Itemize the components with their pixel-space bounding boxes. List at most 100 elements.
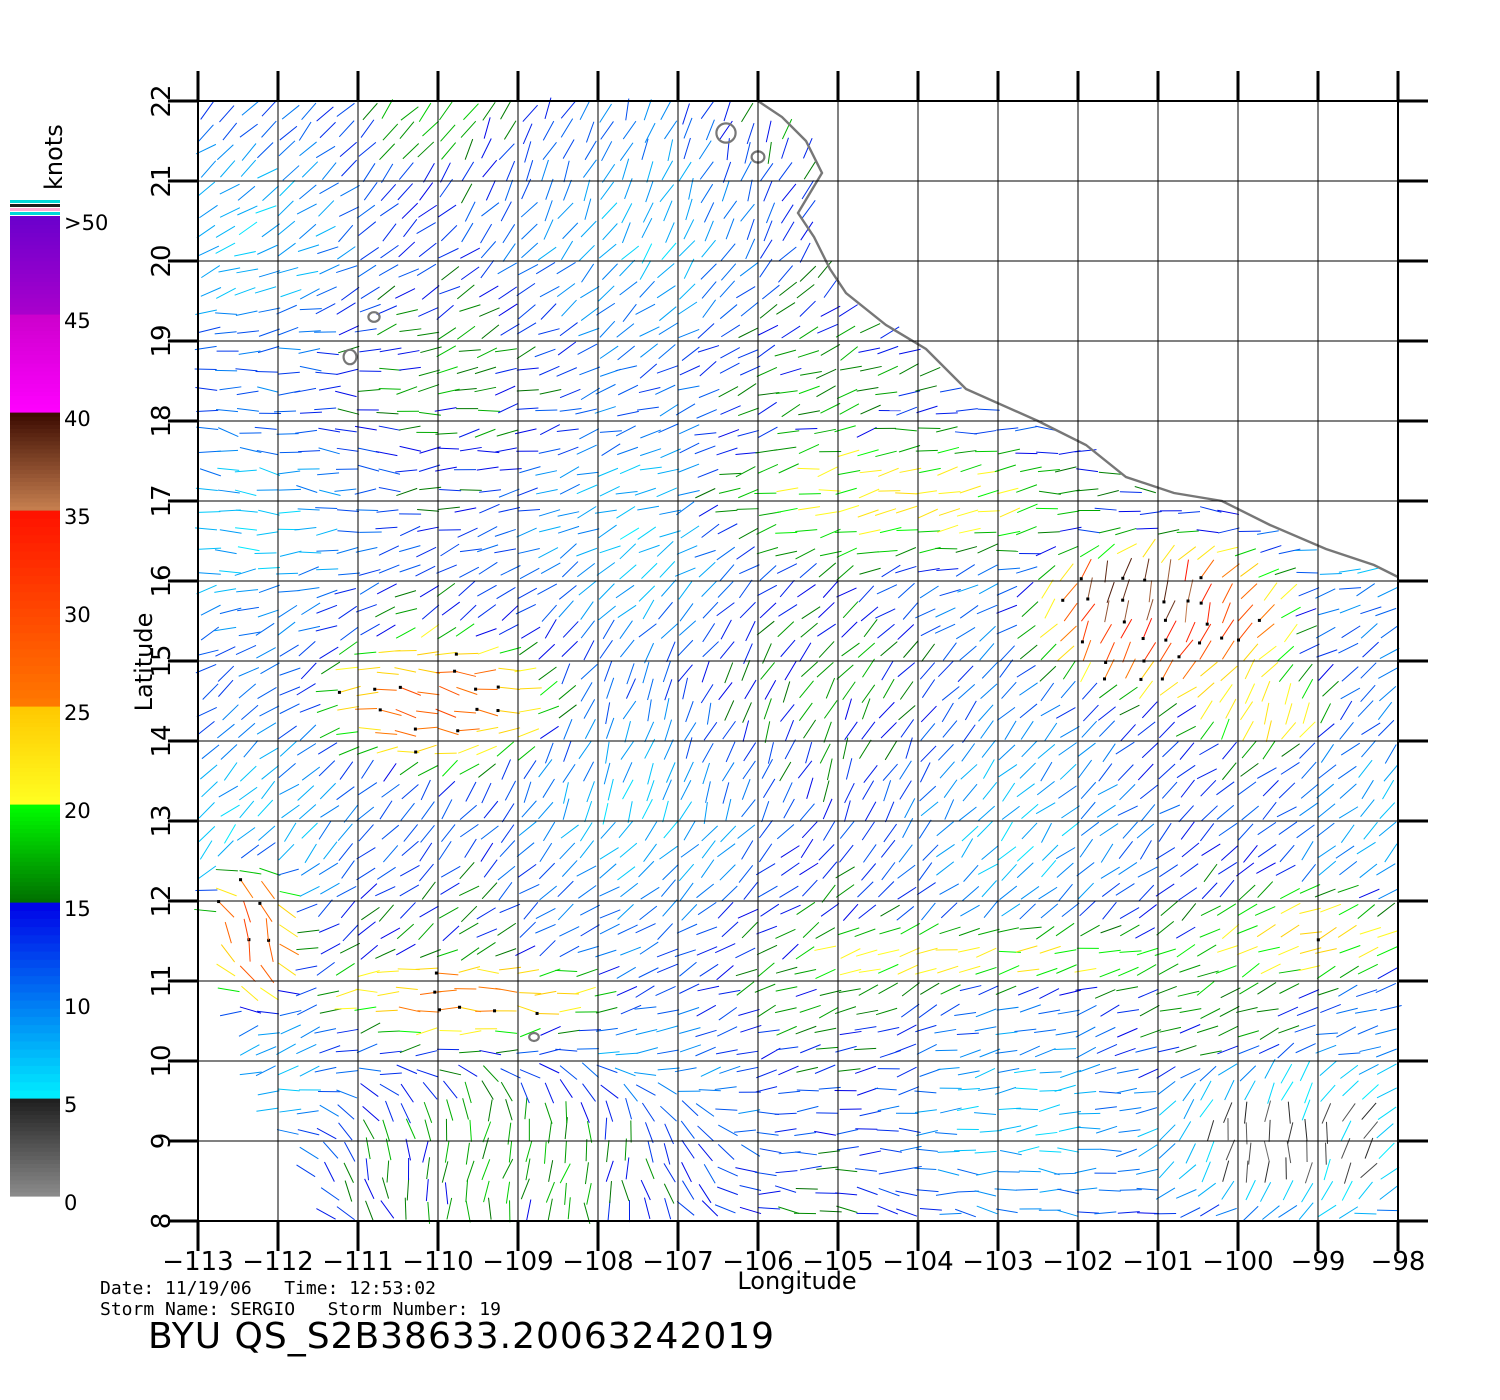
wind-vector: [621, 203, 633, 224]
wind-vector: [1248, 1142, 1252, 1165]
wind-vector: [1139, 680, 1153, 699]
wind-vector: [561, 663, 571, 685]
wind-vector: [799, 265, 817, 282]
wind-vector: [679, 983, 700, 994]
wind-vector: [703, 202, 715, 223]
wind-vector: [1376, 863, 1396, 876]
wind-vector: [516, 842, 535, 858]
wind-vector: [580, 220, 597, 238]
wind-vector: [859, 469, 882, 474]
colorbar-segment: [10, 473, 60, 478]
wind-vector: [316, 549, 339, 552]
wind-vector: [1016, 846, 1034, 862]
wind-vector: [1315, 948, 1337, 954]
wind-vector: [299, 885, 320, 897]
wind-vector: [557, 903, 574, 921]
wind-vector: [279, 783, 300, 795]
wind-vector: [1038, 1104, 1061, 1113]
wind-vector: [1119, 1189, 1142, 1191]
wind-vector: [919, 662, 936, 680]
colorbar-segment: [10, 799, 60, 805]
wind-vector: [1105, 642, 1115, 663]
wind-vector: [1016, 862, 1034, 879]
wind-vector: [644, 642, 655, 664]
wind-vector: [697, 985, 720, 992]
wind-vector: [341, 286, 360, 301]
wind-vector: [444, 1140, 450, 1163]
latitude-tick-label: 13: [147, 804, 177, 837]
wind-vector: [683, 117, 693, 139]
wind-vector: [663, 1163, 676, 1183]
wind-vector: [477, 544, 499, 553]
wind-vector: [1135, 1107, 1158, 1115]
wind-vector: [1058, 883, 1073, 902]
wind-vector: [1078, 759, 1093, 779]
wind-vector: [863, 844, 877, 863]
wind-vector: [1159, 804, 1181, 815]
wind-vector: [1057, 1188, 1080, 1195]
wind-vector: [836, 547, 857, 558]
wind-vector: [676, 501, 695, 516]
wind-vector: [818, 844, 835, 861]
colorbar-segment: [10, 465, 60, 470]
wind-vector: [485, 180, 496, 201]
wind-vector: [1144, 558, 1150, 581]
wind-vector: [957, 1088, 980, 1091]
wind-vector: [1218, 861, 1238, 875]
wind-vector: [718, 682, 733, 701]
wind-vector: [415, 967, 438, 970]
wind-vector: [335, 1070, 358, 1074]
wind-vector: [281, 104, 300, 120]
wind-vector: [1319, 572, 1342, 575]
wind-vector: [441, 824, 456, 842]
wind-vector: [940, 1003, 960, 1016]
wind-vector: [234, 251, 256, 257]
wind-vector: [1183, 1099, 1195, 1120]
wind-vector: [1257, 881, 1274, 898]
wind-vector: [406, 1178, 410, 1201]
rain-flag-marker: [458, 1005, 462, 1009]
wind-vector: [1136, 823, 1155, 839]
wind-vector: [701, 825, 718, 842]
wind-vector: [959, 645, 977, 661]
wind-vector: [1136, 1187, 1159, 1191]
wind-vector: [820, 528, 841, 539]
wind-vector: [1015, 1087, 1038, 1091]
wind-vector: [523, 781, 532, 803]
wind-vector: [616, 323, 635, 338]
colorbar-segment: [10, 591, 60, 601]
wind-vector: [315, 625, 338, 632]
wind-vector: [1019, 644, 1038, 660]
wind-vector: [666, 762, 676, 783]
wind-vector: [622, 700, 637, 720]
wind-vector: [778, 1090, 801, 1094]
wind-vector: [815, 927, 836, 939]
rain-flag-marker: [1198, 641, 1202, 645]
wind-vector: [539, 1063, 560, 1074]
wind-vector: [298, 330, 321, 333]
wind-vector: [1376, 1048, 1397, 1058]
wind-vector: [780, 904, 801, 915]
wind-vector: [739, 262, 758, 277]
wind-vector: [278, 470, 301, 475]
wind-vector: [522, 104, 538, 122]
colorbar-segment: [10, 248, 60, 254]
wind-vector: [519, 641, 538, 656]
wind-vector: [1299, 907, 1321, 914]
wind-vector: [459, 304, 481, 312]
colorbar-segment: [10, 322, 60, 327]
wind-vector: [702, 762, 710, 785]
wind-vector: [1357, 963, 1378, 975]
wind-vector: [836, 587, 857, 598]
wind-vector: [338, 120, 355, 138]
wind-vector: [1176, 530, 1199, 533]
wind-vector: [796, 1105, 819, 1113]
wind-vector: [1037, 531, 1060, 534]
wind-vector: [1238, 884, 1256, 901]
wind-vector: [1180, 1207, 1201, 1218]
wind-vector: [897, 582, 915, 599]
wind-vector: [500, 565, 521, 576]
wind-vector: [635, 985, 655, 998]
wind-vector: [1242, 720, 1254, 741]
wind-vector: [606, 677, 615, 699]
